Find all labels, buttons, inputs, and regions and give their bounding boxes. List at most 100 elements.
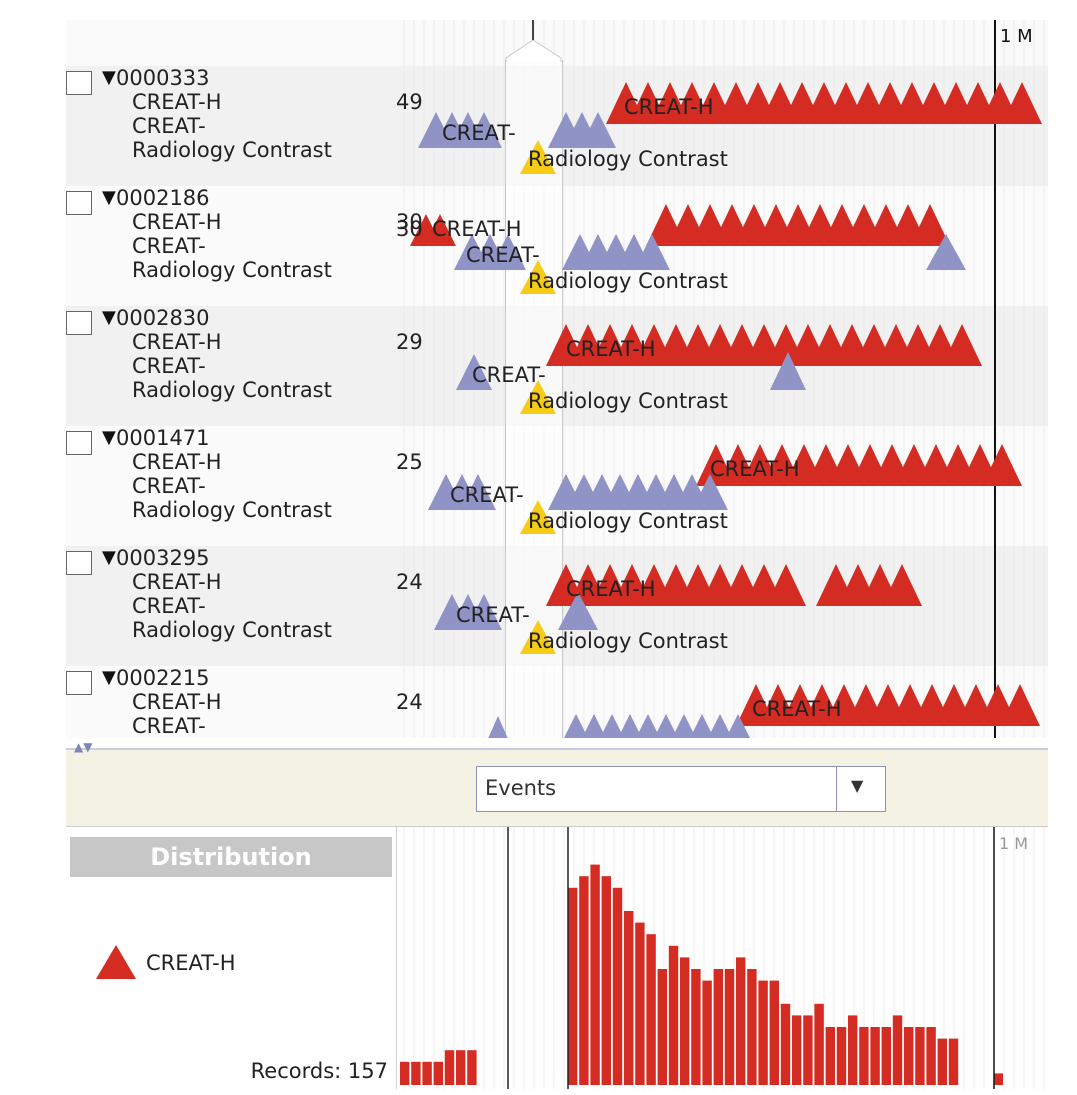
event-type-label: CREAT-H — [132, 90, 222, 114]
expand-triangle-icon[interactable]: ▼ — [102, 427, 116, 448]
event-label: CREAT-H — [624, 95, 714, 119]
record-id[interactable]: 0001471 — [116, 426, 210, 450]
record-header: ▼ 0002215 CREAT-H CREAT- 24 — [66, 666, 423, 738]
event-type-label: CREAT- — [132, 594, 206, 618]
record-checkbox[interactable] — [66, 431, 92, 455]
distribution-bar — [657, 969, 667, 1085]
event-type-label: CREAT- — [132, 714, 206, 738]
expand-triangle-icon[interactable]: ▼ — [102, 547, 116, 568]
record-checkbox[interactable] — [66, 671, 92, 695]
creat-minus-mark — [690, 714, 714, 738]
creat-h-mark — [982, 444, 1022, 486]
creat-minus-mark — [692, 474, 728, 510]
expand-triangle-icon[interactable]: ▼ — [102, 67, 116, 88]
creat-minus-mark — [726, 714, 750, 738]
chevron-down-icon: ▼ — [851, 776, 864, 795]
record-header: ▼ 0002830 CREAT-H CREAT- Radiology Contrast 2… — [66, 306, 423, 426]
event-type-label: Radiology Contrast — [132, 498, 332, 522]
alignment-tick — [532, 20, 534, 40]
view-selector-strip: ▲▼ Events ▼ — [66, 740, 1048, 828]
record-id[interactable]: 0003295 — [116, 546, 210, 570]
event-label: CREAT- — [466, 243, 540, 267]
event-count: 24 — [396, 690, 423, 714]
event-label: Radiology Contrast — [528, 629, 728, 653]
distribution-bar — [702, 980, 712, 1085]
creat-minus-mark — [582, 714, 606, 738]
event-type-label: Radiology Contrast — [132, 378, 332, 402]
distribution-bar — [836, 1027, 847, 1085]
record-checkbox[interactable] — [66, 191, 92, 215]
creat-h-mark — [766, 564, 806, 606]
expand-triangle-icon[interactable]: ▼ — [102, 667, 116, 688]
creat-h-mark — [1000, 684, 1040, 726]
event-type-label: Radiology Contrast — [132, 258, 332, 282]
distribution-bar — [892, 1015, 903, 1085]
record-checkbox[interactable] — [66, 551, 92, 575]
creat-minus-mark — [490, 234, 526, 270]
creat-minus-mark — [654, 714, 678, 738]
event-count: 29 — [396, 330, 423, 354]
event-type-label: CREAT- — [132, 114, 206, 138]
events-dropdown-value: Events — [485, 776, 557, 800]
distribution-bar — [859, 1027, 869, 1085]
distribution-bar — [948, 1038, 959, 1085]
distribution-bar — [769, 980, 779, 1085]
record-id[interactable]: 0002215 — [116, 666, 210, 690]
event-type-label: Radiology Contrast — [132, 618, 332, 642]
record-checkbox[interactable] — [66, 311, 92, 335]
creat-minus-mark — [634, 234, 670, 270]
alignment-window-handle[interactable] — [505, 38, 563, 62]
legend-label[interactable]: CREAT-H — [146, 951, 236, 975]
distribution-bar — [870, 1027, 880, 1085]
event-type-label: CREAT- — [132, 474, 206, 498]
distribution-bar — [915, 1027, 925, 1085]
event-label: Radiology Contrast — [528, 269, 728, 293]
month-marker-line — [994, 20, 996, 738]
creat-minus-mark — [456, 354, 492, 390]
expand-triangle-icon[interactable]: ▼ — [102, 187, 116, 208]
record-header: ▼ 0000333 CREAT-H CREAT- Radiology Contrast 4… — [66, 66, 423, 186]
event-type-label: CREAT-H — [132, 450, 222, 474]
distribution-bar — [444, 1050, 455, 1085]
scroll-arrows-icon[interactable]: ▲▼ — [74, 740, 93, 754]
distribution-panel: Distribution CREAT-H Records: 157 1 M — [66, 826, 1048, 1089]
timeline-panel: 1 M CREAT-H CREAT- Radiology Contrast 30 CRE… — [66, 20, 1048, 738]
expand-triangle-icon[interactable]: ▼ — [102, 307, 116, 328]
events-dropdown[interactable]: Events ▼ — [476, 766, 886, 812]
distribution-bar — [881, 1027, 891, 1085]
creat-minus-mark — [600, 714, 624, 738]
creat-h-mark — [910, 204, 950, 246]
distribution-bar — [825, 1027, 835, 1085]
record-id[interactable]: 0002830 — [116, 306, 210, 330]
event-count: 24 — [396, 570, 423, 594]
distribution-bar — [814, 1003, 824, 1085]
distribution-bar — [433, 1061, 443, 1085]
distribution-bar — [668, 945, 679, 1085]
distribution-bar — [758, 980, 768, 1085]
distribution-bar — [724, 969, 735, 1085]
distribution-bar — [635, 922, 645, 1085]
creat-minus-mark — [564, 714, 588, 738]
event-label: Radiology Contrast — [528, 147, 728, 171]
creat-minus-mark — [558, 592, 598, 630]
distribution-bar — [792, 1015, 802, 1085]
record-id[interactable]: 0000333 — [116, 66, 210, 90]
record-header: ▼ 0003295 CREAT-H CREAT- Radiology Contrast 2… — [66, 546, 423, 666]
event-label: CREAT-H — [752, 697, 842, 721]
record-header: ▼ 0001471 CREAT-H CREAT- Radiology Contrast 2… — [66, 426, 423, 546]
event-label: CREAT- — [450, 483, 524, 507]
event-count: 30 — [396, 210, 423, 234]
dropdown-button[interactable]: ▼ — [836, 767, 885, 811]
event-label: CREAT- — [456, 603, 530, 627]
record-checkbox[interactable] — [66, 71, 92, 95]
event-type-label: CREAT-H — [132, 570, 222, 594]
creat-minus-mark — [466, 594, 502, 630]
creat-h-mark — [1002, 82, 1042, 124]
event-type-label: CREAT-H — [132, 690, 222, 714]
record-id[interactable]: 0002186 — [116, 186, 210, 210]
distribution-bar — [624, 911, 634, 1085]
month-marker-label: 1 M — [999, 834, 1028, 853]
creat-minus-mark — [636, 714, 660, 738]
contrast-mark — [520, 620, 556, 654]
event-label: CREAT- — [442, 121, 516, 145]
